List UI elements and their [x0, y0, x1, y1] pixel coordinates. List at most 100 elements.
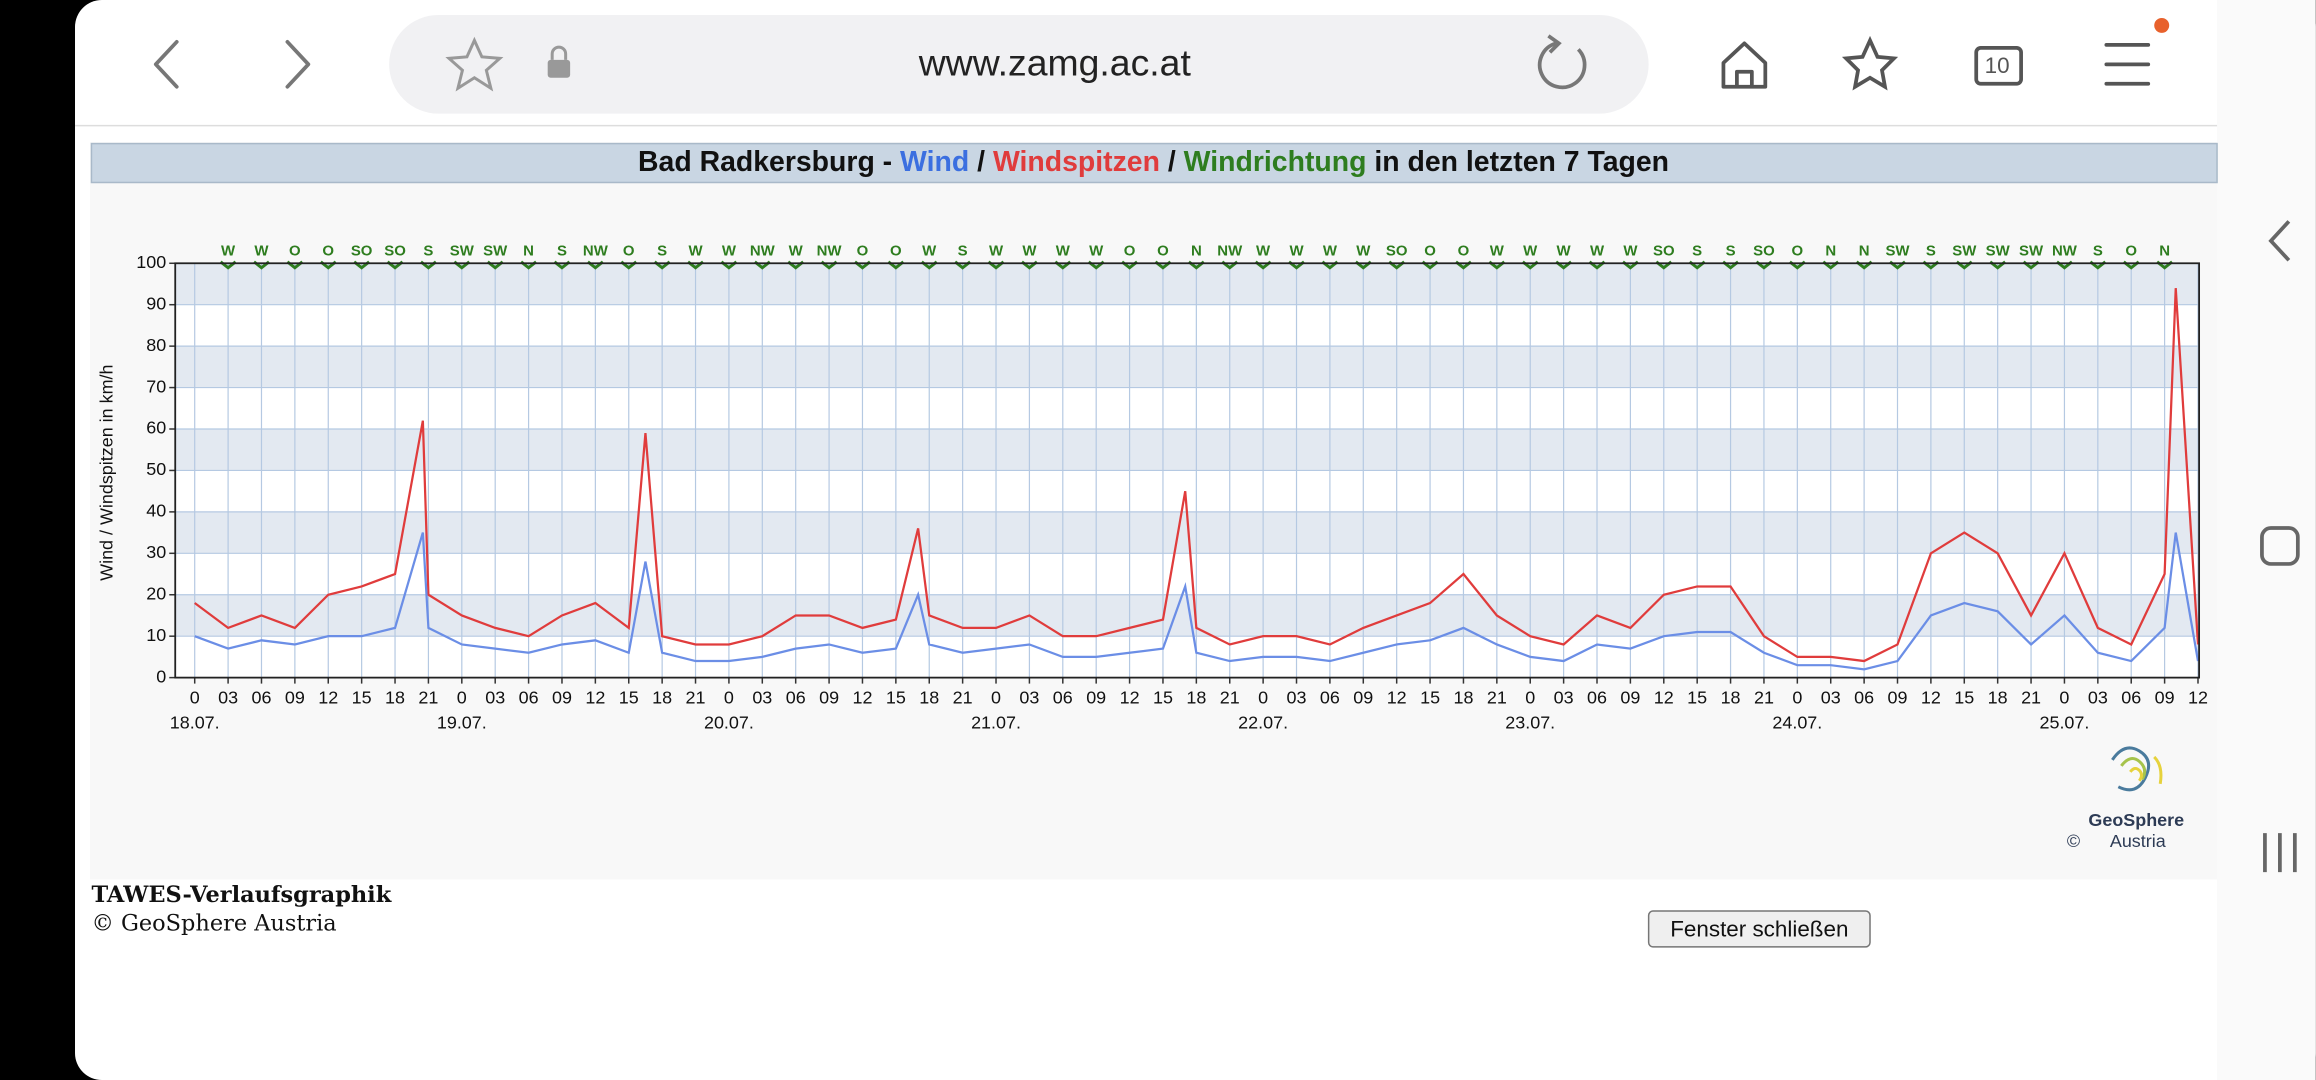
x-tick-label: 06: [786, 687, 806, 707]
wind-direction: O: [1157, 242, 1169, 259]
x-tick-label: 18: [385, 687, 405, 707]
wind-direction: O: [1792, 242, 1804, 259]
forward-button[interactable]: [285, 40, 311, 89]
wind-direction: NW: [817, 242, 843, 259]
x-tick-label: 15: [1153, 687, 1173, 707]
x-tick-label: 06: [1320, 687, 1340, 707]
plot: 0 10 20 30 40 50 60 70 80 90 100 0 03 06 09 12 15 18 21 0 03…: [136, 242, 2208, 732]
back-button[interactable]: [153, 40, 179, 89]
x-tick-label: 12: [1120, 687, 1140, 707]
reload-button[interactable]: [1537, 41, 1587, 90]
x-tick-label: 06: [1053, 687, 1073, 707]
wind-direction: S: [557, 242, 567, 259]
wind-direction: S: [1926, 242, 1936, 259]
y-axis-label: Wind / Windspitzen in km/h: [97, 365, 117, 581]
x-tick-label: 21: [953, 687, 973, 707]
x-tick-label: 21: [1487, 687, 1507, 707]
wind-direction: O: [623, 242, 635, 259]
y-tick-label: 20: [146, 583, 166, 603]
title-separator: /: [977, 146, 985, 178]
logo-sub: Austria: [2110, 831, 2166, 851]
x-tick-label: 12: [585, 687, 605, 707]
wind-direction: W: [1523, 242, 1538, 259]
x-tick-label: 12: [318, 687, 338, 707]
wind-direction: W: [1623, 242, 1638, 259]
x-tick-label: 06: [519, 687, 539, 707]
reload-arrow: [1547, 34, 1562, 54]
x-tick-label: 03: [2088, 687, 2108, 707]
wind-direction: W: [922, 242, 937, 259]
wind-direction: W: [1256, 242, 1271, 259]
x-tick-label: 21: [1754, 687, 1774, 707]
x-tick-label: 0: [991, 687, 1001, 707]
close-button-label[interactable]: Fenster schließen: [1670, 916, 1848, 941]
y-tick-label: 40: [146, 501, 166, 521]
url-bar[interactable]: [389, 14, 1649, 114]
x-tick-label: 15: [1954, 687, 1974, 707]
lock-shackle: [550, 45, 568, 60]
wind-direction: W: [221, 242, 236, 259]
title-separator: /: [1168, 146, 1176, 178]
x-tick-label: 03: [1821, 687, 1841, 707]
wind-direction: NW: [1217, 242, 1243, 259]
date-label: 25.07.: [2040, 713, 2090, 733]
date-label: 24.07.: [1772, 713, 1822, 733]
wind-direction: SW: [1986, 242, 2011, 259]
logo-name: GeoSphere: [2088, 810, 2184, 830]
wind-direction: W: [1056, 242, 1071, 259]
x-tick-label: 18: [919, 687, 939, 707]
wind-direction: SW: [483, 242, 508, 259]
x-tick-label: 18: [1453, 687, 1473, 707]
lock-icon: [547, 59, 571, 78]
tab-count: 10: [1985, 53, 2010, 78]
home-button[interactable]: [1721, 41, 1768, 89]
wind-direction: W: [1089, 242, 1104, 259]
x-tick-label: 15: [352, 687, 372, 707]
menu-button[interactable]: [2104, 43, 2151, 86]
x-tick-label: 12: [1387, 687, 1407, 707]
close-button[interactable]: [1647, 910, 1871, 948]
wind-direction: SO: [1386, 242, 1408, 259]
footer-title: TAWES-Verlaufsgraphik: [91, 882, 391, 908]
nav-recents[interactable]: [2263, 833, 2297, 873]
logo-copyright: ©: [2067, 831, 2080, 851]
tabs-button[interactable]: [1974, 45, 2023, 86]
title-wind: Wind: [900, 146, 969, 178]
nav-back[interactable]: [2268, 220, 2291, 262]
y-tick-label: 0: [156, 666, 166, 686]
x-tick-label: 09: [1086, 687, 1106, 707]
wind-direction: SO: [1753, 242, 1775, 259]
x-tick-label: 0: [2059, 687, 2069, 707]
y-tick-label: 70: [146, 376, 166, 396]
nav-home[interactable]: [2260, 526, 2300, 566]
x-tick-label: 12: [852, 687, 872, 707]
wind-direction: W: [722, 242, 737, 259]
x-tick-label: 12: [1921, 687, 1941, 707]
x-tick-label: 21: [686, 687, 706, 707]
url-text[interactable]: www.zamg.ac.at: [918, 42, 1192, 84]
footer-copyright: © GeoSphere Austria: [91, 910, 336, 936]
wind-direction: O: [1458, 242, 1470, 259]
y-tick-label: 90: [146, 293, 166, 313]
x-tick-label: 18: [652, 687, 672, 707]
wind-direction: N: [1859, 242, 1870, 259]
side-nav: [2217, 0, 2316, 1080]
grid-band: [175, 263, 2200, 305]
x-tick-label: 06: [252, 687, 272, 707]
wind-direction: SW: [2019, 242, 2044, 259]
x-tick-label: 09: [1353, 687, 1373, 707]
x-tick-label: 09: [2155, 687, 2175, 707]
bookmark-star[interactable]: [445, 36, 504, 92]
grid-band: [175, 346, 2200, 388]
x-tick-label: 12: [2188, 687, 2208, 707]
title-bar: [90, 142, 2218, 184]
wind-direction: W: [1022, 242, 1037, 259]
bookmarks-button[interactable]: [1841, 35, 1899, 91]
wind-direction: NW: [750, 242, 776, 259]
wind-direction: SO: [1653, 242, 1675, 259]
date-label: 23.07.: [1505, 713, 1555, 733]
wind-direction: W: [1323, 242, 1338, 259]
wind-direction: S: [657, 242, 667, 259]
